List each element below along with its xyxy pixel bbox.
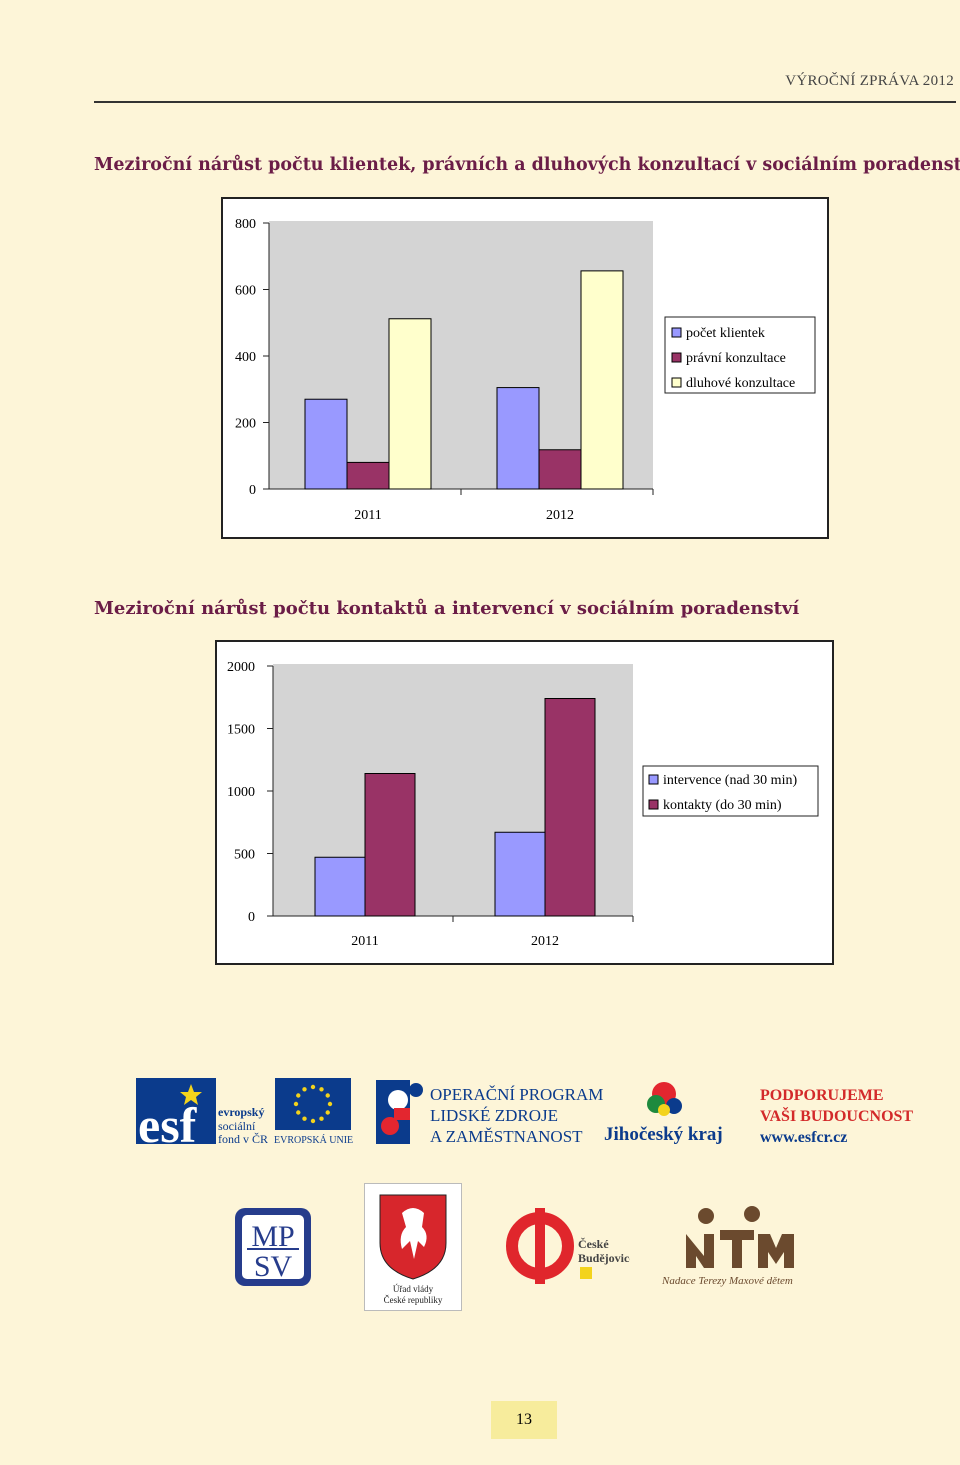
legend-label: právní konzultace [686,351,786,366]
report-header-title: VÝROČNÍ ZPRÁVA 2012 [785,73,954,89]
y-tick-label: 500 [234,848,255,863]
bar-kontakty-do-30-min--2011 [364,773,416,917]
chart2-legend [642,765,819,817]
bar-po-et-klientek-2012 [496,387,540,490]
bar-intervence-nad-30-min--2011 [314,856,366,917]
legend-label: počet klientek [686,326,765,341]
page-number-text: 13 [516,1411,532,1428]
bar-intervence-nad-30-min--2012 [494,831,546,917]
bar-pr-vn-konzultace-2012 [538,449,582,490]
mpsv-text-top: MP [251,1220,294,1253]
y-tick-label: 1000 [227,785,255,800]
legend-swatch [648,799,659,810]
op-text-2: LIDSKÉ ZDROJE [430,1106,558,1125]
esf-text-3: fond v ČR [218,1132,268,1146]
legend-label: intervence (nad 30 min) [663,773,797,788]
podporujeme-logo: PODPORUJEME VAŠI BUDOUCNOST www.esfcr.cz [760,1087,913,1146]
op-text-1: OPERAČNÍ PROGRAM [430,1085,603,1104]
ceske-budejovice-logo: České Budějovice [506,1208,630,1284]
uv-text-1: Úřad vlády [393,1284,434,1294]
esf-logo: esf evropský sociální fond v ČR EVROPSKÁ… [136,1078,353,1146]
eu-label: EVROPSKÁ UNIE [274,1134,353,1146]
y-tick-label: 0 [249,483,256,498]
page-number: 13 [491,1401,557,1439]
chart2-svg: 0 500 1000 1500 2000 2011 2012 intervence (na… [215,640,834,965]
legend-label: kontakty (do 30 min) [663,798,782,813]
y-tick-label: 400 [235,350,256,365]
y-tick-label: 0 [248,910,255,925]
pod-text-3: www.esfcr.cz [760,1129,847,1146]
y-tick-label: 200 [235,417,256,432]
ntm-label: Nadace Terezy Maxové dětem [661,1275,793,1287]
mpsv-text-bottom: SV [254,1250,293,1283]
op-lzz-logo: OPERAČNÍ PROGRAM LIDSKÉ ZDROJE A ZAMĚSTN… [376,1080,603,1146]
legend-label: dluhové konzultace [686,376,795,391]
cb-square-icon [580,1267,592,1279]
y-tick-label: 800 [235,217,256,232]
esf-logo-mark: esf [138,1097,198,1146]
y-tick-label: 1500 [227,723,255,738]
pod-text-1: PODPORUJEME [760,1087,884,1104]
bar-dluhov-konzultace-2011 [388,318,432,490]
op-text-3: A ZAMĚSTNANOST [430,1127,583,1146]
chart1-legend [664,316,816,394]
header-divider [94,101,956,103]
chart1-svg: 0 200 400 600 800 2011 2012 počet klientek prá… [221,197,829,539]
x-category-label: 2012 [531,934,559,949]
esf-star-icon [180,1084,202,1105]
x-category-label: 2011 [354,508,381,523]
nadace-tm-logo: Nadace Terezy Maxové dětem [661,1206,794,1287]
legend-swatch [671,352,682,363]
legend-swatch [648,774,659,785]
chart1-title: Meziroční nárůst počtu klientek, právníc… [94,155,960,175]
urad-vlady-logo: Úřad vlády České republiky [364,1183,462,1311]
mpsv-logo: MP SV [235,1208,311,1286]
bar-kontakty-do-30-min--2012 [544,698,596,917]
uv-text-2: České republiky [384,1295,443,1305]
jihocesky-kraj-logo: Jihočeský kraj [604,1082,723,1145]
legend-swatch [671,377,682,388]
cb-text-1: České [578,1237,609,1251]
cb-text-2: Budějovice [578,1251,630,1265]
bar-pr-vn-konzultace-2011 [346,461,390,490]
jk-label: Jihočeský kraj [604,1124,723,1145]
esf-logo-block [136,1078,216,1144]
y-tick-label: 600 [235,284,256,299]
ntm-people-icon [698,1208,714,1224]
chart2-title: Meziroční nárůst počtu kontaktů a interv… [94,598,800,619]
x-category-label: 2012 [546,508,574,523]
esf-text-1: evropský [218,1105,264,1119]
y-tick-label: 2000 [227,660,255,675]
eu-stars-icon [293,1084,333,1124]
bar-dluhov-konzultace-2012 [580,270,624,490]
x-category-label: 2011 [351,934,378,949]
bar-po-et-klientek-2011 [304,398,348,490]
esf-text-2: sociální [218,1119,256,1133]
pod-text-2: VAŠI BUDOUCNOST [760,1106,913,1125]
legend-swatch [671,327,682,338]
